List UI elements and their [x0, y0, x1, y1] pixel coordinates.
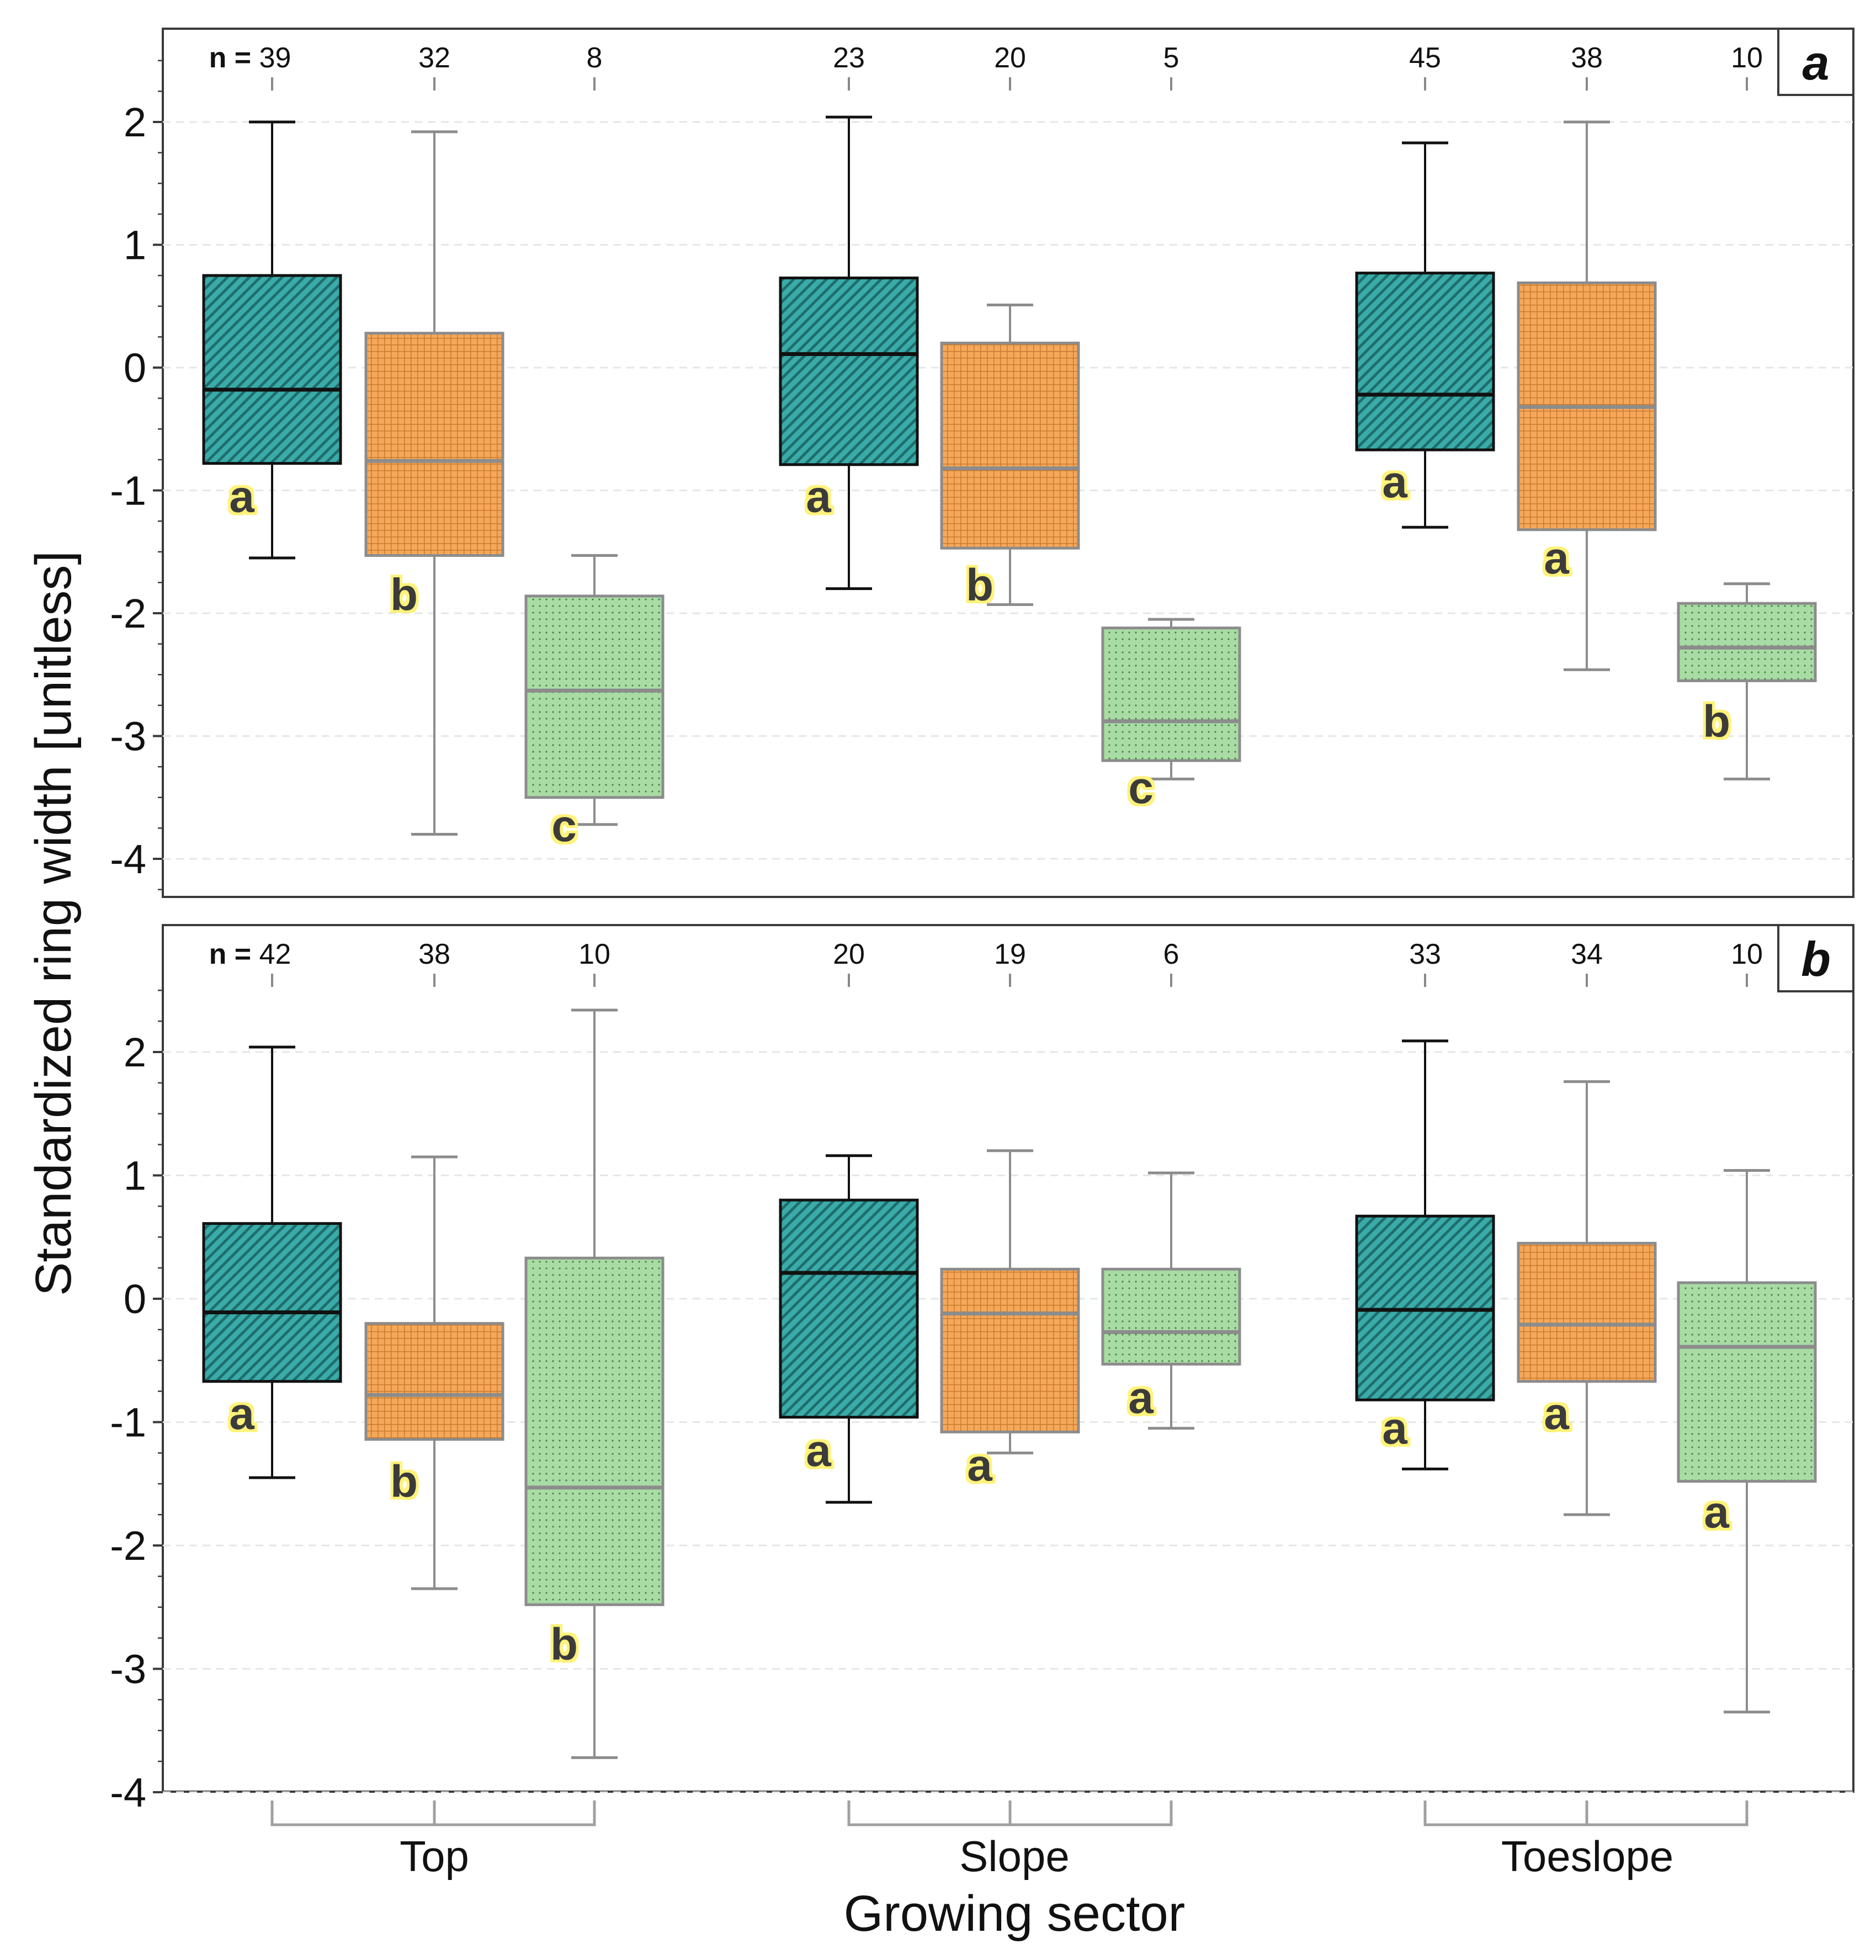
box-slope-teal: 20 a: [779, 938, 919, 1504]
n-label: 19: [994, 938, 1026, 970]
n-label: n = 39: [209, 42, 291, 74]
box-toeslope-teal: 45 a: [1355, 42, 1495, 529]
y-tick-label: -4: [110, 1770, 146, 1815]
panel-label: b: [1801, 932, 1831, 986]
n-label: 34: [1571, 938, 1603, 970]
group-label-toeslope: Toeslope: [1501, 1832, 1673, 1881]
box-body: [524, 1256, 665, 1606]
box-body: [202, 1222, 342, 1383]
panel-b: 210-1-2-3-4bn = 42a38b10b20a19a6a33a34a1…: [110, 924, 1854, 1815]
n-label: 38: [1571, 42, 1603, 74]
box-slope-green: 5c: [1101, 42, 1241, 813]
box-body: [940, 1267, 1080, 1433]
n-label: 20: [833, 938, 865, 970]
box-top-orange: 38 b: [364, 938, 504, 1590]
panel-label-box: a: [1777, 28, 1854, 96]
significance-letter: a: [1544, 533, 1570, 583]
box-toeslope-orange: 38 a: [1517, 42, 1657, 671]
significance-letter: b: [1703, 697, 1730, 747]
n-label: 23: [833, 42, 865, 74]
significance-letter: a: [806, 472, 832, 522]
box-body: [1355, 272, 1495, 452]
box-body: [1677, 1281, 1817, 1483]
box-slope-orange: 20 b: [940, 42, 1080, 610]
box-slope-orange: 19 a: [940, 938, 1080, 1491]
box-toeslope-green: 10 b: [1677, 42, 1817, 780]
significance-letter: b: [390, 570, 418, 620]
y-tick-label: 1: [124, 1153, 146, 1199]
n-label: 38: [418, 938, 450, 970]
y-tick-label: -3: [110, 1646, 146, 1692]
significance-letter: a: [1382, 1404, 1408, 1454]
box-slope-teal: 23 a: [779, 42, 919, 590]
significance-letter: a: [1704, 1488, 1730, 1538]
significance-letter: c: [551, 801, 577, 851]
significance-letter: b: [966, 560, 993, 610]
box-body: [1517, 1241, 1657, 1383]
box-body: [1101, 1267, 1241, 1366]
n-label: 45: [1409, 42, 1441, 74]
box-slope-green: 6a: [1101, 938, 1241, 1430]
y-tick-label: -1: [110, 468, 146, 514]
significance-letter: a: [1544, 1389, 1570, 1439]
y-tick-label: 0: [124, 345, 146, 391]
group-label-top: Top: [400, 1832, 469, 1881]
n-label: 10: [1731, 938, 1763, 970]
box-body: [364, 1322, 504, 1441]
significance-letter: a: [967, 1441, 993, 1491]
significance-letter: a: [1128, 1373, 1154, 1423]
significance-letter: b: [390, 1457, 418, 1507]
y-tick-label: -3: [110, 714, 146, 759]
y-tick-label: -1: [110, 1400, 146, 1446]
box-top-teal: n = 39 a: [202, 42, 342, 560]
y-tick-label: 1: [124, 222, 146, 268]
n-label: 10: [1731, 42, 1763, 74]
significance-letter: a: [229, 472, 255, 522]
n-label: 8: [587, 42, 603, 74]
box-top-green: 8c: [524, 42, 665, 851]
panel-label: a: [1803, 35, 1830, 90]
significance-letter: a: [229, 1389, 255, 1439]
significance-letter: a: [806, 1426, 832, 1476]
n-label: 6: [1163, 938, 1179, 970]
box-body: [1101, 626, 1241, 762]
n-label: 5: [1163, 42, 1179, 74]
n-label: 32: [418, 42, 450, 74]
box-body: [779, 1198, 919, 1419]
y-tick-label: -2: [110, 591, 146, 636]
box-body: [1677, 602, 1817, 682]
group-brackets: [270, 1800, 1749, 1826]
y-tick-label: 0: [124, 1276, 146, 1322]
group-label-slope: Slope: [959, 1832, 1070, 1881]
box-body: [779, 277, 919, 466]
n-label: 10: [578, 938, 610, 970]
panel-label-box: b: [1777, 924, 1854, 992]
x-axis-title: Growing sector: [844, 1885, 1186, 1942]
box-toeslope-green: 10 a: [1677, 938, 1817, 1714]
box-body: [364, 332, 504, 557]
y-tick-label: 2: [124, 99, 146, 145]
box-top-teal: n = 42 a: [202, 938, 342, 1479]
n-label: 33: [1409, 938, 1441, 970]
y-tick-label: -2: [110, 1523, 146, 1569]
box-top-green: 10 b: [524, 938, 665, 1759]
panel-a: 210-1-2-3-4an = 39a32b8c23a20b5c45a38a10…: [110, 28, 1854, 898]
box-body: [524, 594, 665, 799]
significance-letter: b: [550, 1619, 578, 1670]
box-body: [940, 342, 1080, 550]
box-toeslope-orange: 34 a: [1517, 938, 1657, 1516]
n-label: 20: [994, 42, 1026, 74]
y-tick-label: 2: [124, 1029, 146, 1075]
y-tick-label: -4: [110, 836, 146, 882]
significance-letter: c: [1128, 763, 1154, 813]
box-body: [202, 274, 342, 465]
box-top-orange: 32 b: [364, 42, 504, 836]
y-axis-title: Standardized ring width [unitless]: [25, 551, 82, 1296]
box-toeslope-teal: 33 a: [1355, 938, 1495, 1470]
significance-letter: a: [1382, 457, 1408, 507]
n-label: n = 42: [209, 938, 291, 970]
